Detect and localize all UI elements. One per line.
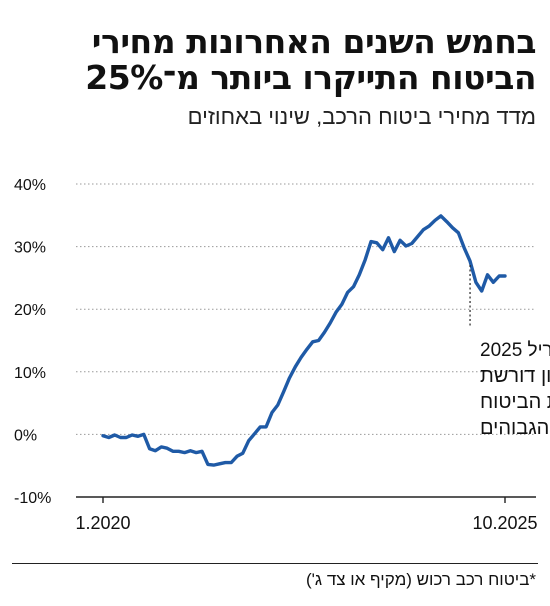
y-tick-label: -10% xyxy=(14,490,51,507)
x-tick-label: 1.2020 xyxy=(75,513,130,533)
annotation: אפריל 2025 רשות שוק ההון דורשת הסבר מחברות… xyxy=(469,264,550,439)
annotation-line: אפריל 2025 xyxy=(480,340,550,361)
y-tick-label: 40% xyxy=(14,177,46,194)
chart-title: בחמש השנים האחרונות מחירי הביטוח התייקרו… xyxy=(85,22,536,97)
x-tick-label: 10.2025 xyxy=(472,513,537,533)
annotation-line: הסבר מחברות הביטוח xyxy=(480,391,550,413)
y-tick-label: 20% xyxy=(14,302,46,319)
grid-lines xyxy=(76,183,536,435)
line-chart: -10% 0% 10% 20% 30% 40% 1.2020 10.2025 אפריל 2… xyxy=(14,177,550,533)
annotation-line: למחירים הגבוהים xyxy=(480,417,550,439)
x-axis: 1.2020 10.2025 xyxy=(75,496,538,533)
series-layer xyxy=(101,214,507,467)
footer-divider xyxy=(12,563,538,564)
y-tick-label: 10% xyxy=(14,365,46,382)
series-line xyxy=(101,214,507,467)
annotation-line: רשות שוק ההון דורשת xyxy=(480,365,550,387)
source-note: *ביטוח רכב רכוש (מקיף או צד ג') xyxy=(306,570,536,589)
y-tick-label: 0% xyxy=(14,427,37,444)
y-tick-label: 30% xyxy=(14,240,46,257)
y-axis-ticks: -10% 0% 10% 20% 30% 40% xyxy=(14,177,51,507)
chart-subtitle: מדד מחירי ביטוח הרכב, שינוי באחוזים xyxy=(187,104,536,129)
